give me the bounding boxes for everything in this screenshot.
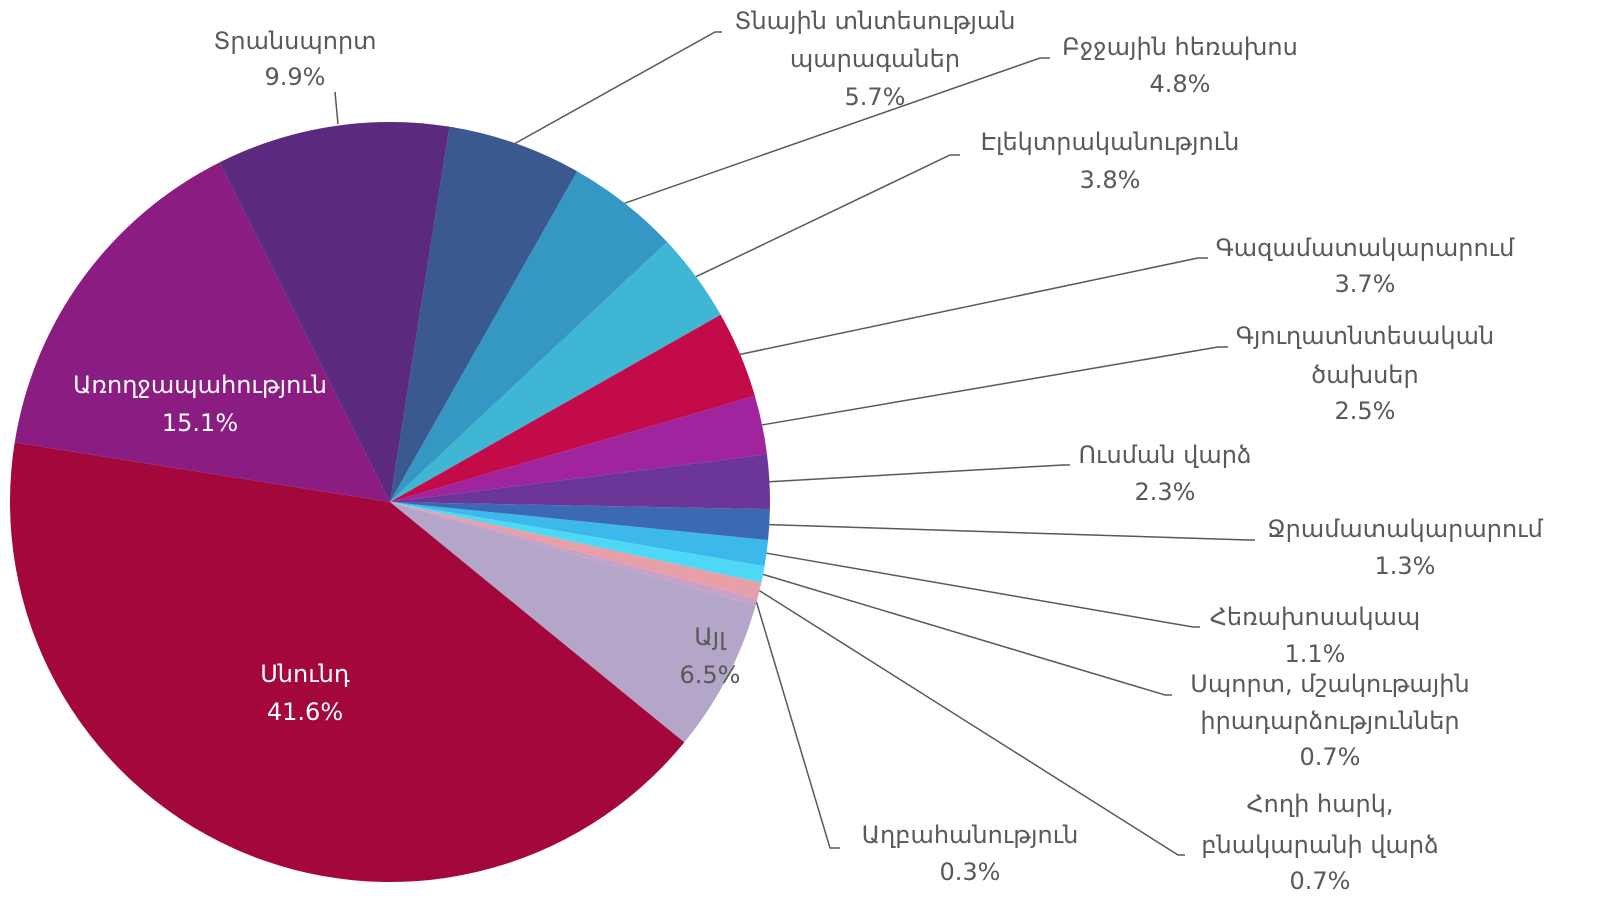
slice-label: Սնունդ [260, 660, 350, 688]
value-label: 5.7% [845, 83, 906, 111]
pie-slice [14, 162, 390, 502]
label-line: Առողջապահություն [73, 371, 327, 399]
leader-line [755, 602, 840, 849]
slice-label: Տնային տնտեսության պարագաներ [735, 7, 1016, 73]
slice-label: Այլ [694, 623, 727, 651]
leader-line [766, 552, 1200, 628]
slice-label: Հողի հարկ, բնակարանի վարձ [1201, 790, 1438, 859]
pie-slice [219, 121, 450, 502]
label-line: Ուսման վարձ [1078, 441, 1251, 469]
label-line: Այլ [694, 623, 727, 651]
leader-line [739, 257, 1208, 356]
label-line: Սնունդ [260, 660, 350, 688]
value-label: 3.7% [1335, 270, 1396, 298]
label-line: Ջրամատակարարում [1267, 515, 1543, 543]
value-label: 3.8% [1080, 166, 1141, 194]
label-line: իրադարձություններ [1200, 707, 1459, 735]
slice-label: Ուսման վարձ [1078, 441, 1251, 469]
value-label: 1.3% [1375, 552, 1436, 580]
value-label: 2.5% [1335, 397, 1396, 425]
leader-line [769, 523, 1255, 541]
pie-slice [390, 502, 765, 583]
slice-label: Հեռախոսակապ [1210, 603, 1421, 631]
leader-line [514, 31, 722, 144]
leader-line [695, 154, 960, 278]
pie-slice [390, 502, 769, 567]
slice-label: Բջջային հեռախոս [1062, 33, 1298, 61]
pie-slice [390, 502, 770, 541]
pie-slice [390, 241, 721, 502]
label-line: Գյուղատնտեսական [1236, 322, 1494, 350]
slice-label: Աղբահանություն [862, 821, 1079, 849]
leader-line [624, 57, 1050, 204]
pie-slice [390, 395, 768, 502]
pie-slice [390, 454, 770, 510]
pie-slice [390, 502, 758, 606]
value-label: 0.7% [1290, 867, 1351, 895]
pie-slice [390, 126, 578, 502]
value-label: 41.6% [267, 698, 343, 726]
leader-line [761, 346, 1228, 426]
label-line: Հողի հարկ, [1246, 790, 1393, 818]
leader-line [334, 91, 339, 125]
label-line: Գազամատակարարում [1216, 234, 1515, 262]
value-label: 0.3% [940, 858, 1001, 886]
label-line: Աղբահանություն [862, 821, 1079, 849]
value-label: 1.1% [1285, 640, 1346, 668]
slice-label: Առողջապահություն [73, 371, 327, 399]
label-line: Էլեկտրականություն [981, 128, 1240, 156]
label-line: պարագաներ [790, 45, 960, 73]
label-line: Բջջային հեռախոս [1062, 33, 1298, 61]
slice-label: Էլեկտրականություն [981, 128, 1240, 156]
value-label: 0.7% [1300, 743, 1361, 771]
value-label: 15.1% [162, 409, 238, 437]
value-label: 9.9% [265, 63, 326, 91]
value-label: 2.3% [1135, 478, 1196, 506]
label-line: Հեռախոսակապ [1210, 603, 1421, 631]
pie-slice [390, 171, 668, 502]
label-line: Տրանսպորտ [213, 27, 376, 55]
label-line: ծախսեր [1311, 361, 1418, 389]
leader-line [769, 464, 1070, 483]
label-line: բնակարանի վարձ [1201, 831, 1438, 859]
pie-slice [390, 502, 756, 743]
slice-label: Գազամատակարարում [1216, 234, 1515, 262]
slice-label: Գյուղատնտեսական ծախսեր [1236, 322, 1494, 389]
value-label: 6.5% [680, 661, 741, 689]
slice-label: Սպորտ, մշակութային իրադարձություններ [1190, 670, 1469, 735]
label-line: Սպորտ, մշակութային [1190, 670, 1469, 698]
label-line: Տնային տնտեսության [735, 7, 1016, 35]
value-label: 4.8% [1150, 70, 1211, 98]
pie-slice [10, 442, 685, 882]
pie-slice [390, 502, 762, 599]
leader-line [759, 590, 1185, 856]
slice-label: Ջրամատակարարում [1267, 515, 1543, 543]
leader-line [762, 573, 1172, 696]
slice-label: Տրանսպորտ [213, 27, 376, 55]
pie-slice [390, 314, 755, 502]
